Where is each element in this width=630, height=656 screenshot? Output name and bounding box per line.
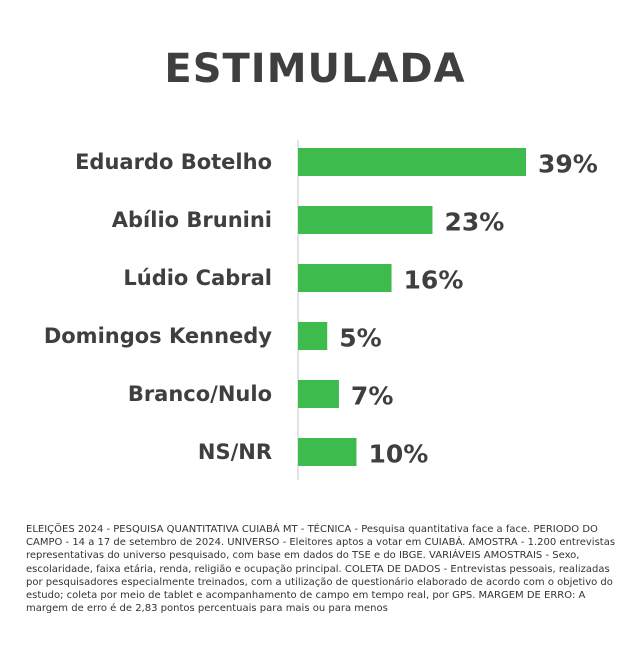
value-label: 23% <box>444 208 504 237</box>
value-label: 10% <box>368 440 428 469</box>
category-label: NS/NR <box>198 440 272 464</box>
bar <box>298 380 339 408</box>
value-label: 7% <box>351 382 393 411</box>
bar <box>298 438 357 466</box>
bar <box>298 206 433 234</box>
value-label: 39% <box>538 150 598 179</box>
value-label: 16% <box>404 266 464 295</box>
category-label: Abílio Brunini <box>112 208 272 232</box>
category-label: Eduardo Botelho <box>75 150 272 174</box>
chart-title: ESTIMULADA <box>164 46 466 92</box>
category-label: Branco/Nulo <box>128 382 272 406</box>
methodology-footnote: ELEIÇÕES 2024 - PESQUISA QUANTITATIVA CU… <box>26 524 616 615</box>
bar-chart: Eduardo Botelho 39% Abílio Brunini 23% Lúdio… <box>44 140 598 480</box>
category-label: Domingos Kennedy <box>44 324 272 348</box>
value-label: 5% <box>339 324 381 353</box>
bar <box>298 148 526 176</box>
bar <box>298 322 328 350</box>
bar <box>298 264 392 292</box>
category-label: Lúdio Cabral <box>123 266 272 290</box>
bars-group: Eduardo Botelho 39% Abílio Brunini 23% Lúdio… <box>44 148 598 469</box>
